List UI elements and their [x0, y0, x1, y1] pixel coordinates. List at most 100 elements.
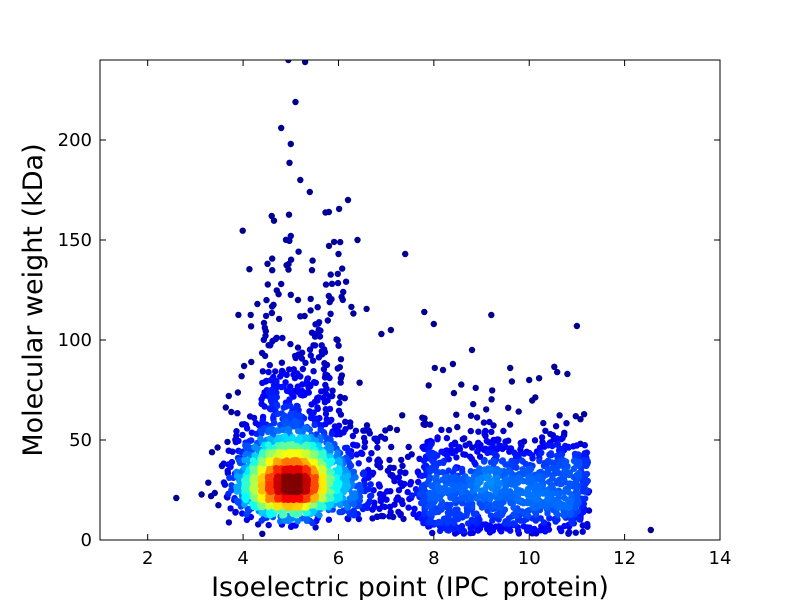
- data-point: [309, 460, 317, 467]
- data-point: [215, 502, 222, 509]
- data-point: [548, 482, 556, 490]
- data-point: [302, 359, 309, 366]
- data-point: [514, 527, 522, 534]
- data-point: [565, 444, 572, 451]
- data-point: [475, 478, 482, 486]
- data-point: [395, 495, 402, 502]
- data-point: [237, 448, 245, 456]
- data-point: [225, 392, 232, 400]
- data-point: [399, 462, 406, 469]
- data-point: [571, 450, 579, 458]
- data-point: [438, 426, 445, 433]
- y-tick-label: 200: [58, 130, 92, 151]
- data-point: [292, 354, 299, 362]
- data-point: [365, 486, 372, 493]
- data-point: [445, 426, 453, 434]
- data-point: [557, 480, 564, 488]
- data-point: [270, 414, 277, 421]
- x-tick-label: 12: [613, 548, 636, 569]
- data-point: [583, 479, 590, 486]
- data-point: [272, 368, 279, 375]
- data-point: [453, 454, 460, 461]
- data-point: [471, 459, 478, 466]
- data-point: [260, 336, 267, 343]
- data-point: [265, 457, 273, 464]
- data-point: [252, 419, 259, 427]
- data-point: [507, 364, 514, 372]
- data-point: [371, 435, 378, 442]
- data-point: [472, 384, 479, 392]
- data-point: [540, 490, 547, 497]
- data-point: [287, 291, 294, 298]
- data-point: [420, 457, 428, 465]
- data-point: [488, 466, 495, 473]
- data-point: [526, 376, 533, 384]
- data-point: [507, 488, 514, 495]
- data-point: [303, 485, 310, 492]
- data-point: [312, 450, 319, 458]
- data-point: [269, 255, 276, 262]
- data-point: [282, 236, 290, 243]
- data-point: [233, 472, 241, 480]
- data-point: [275, 315, 283, 323]
- data-point: [328, 280, 336, 287]
- data-point: [538, 449, 545, 456]
- y-tick-label: 100: [58, 330, 92, 351]
- data-point: [486, 418, 493, 426]
- data-point: [505, 515, 513, 522]
- data-point: [247, 311, 254, 319]
- data-point: [450, 486, 458, 493]
- data-point: [307, 295, 314, 303]
- data-point: [234, 410, 241, 417]
- data-point: [339, 265, 346, 272]
- data-point: [391, 501, 398, 508]
- data-point: [367, 493, 374, 500]
- data-point: [379, 503, 386, 510]
- data-point: [239, 431, 246, 439]
- data-point: [337, 356, 345, 363]
- data-point: [473, 414, 481, 421]
- data-point: [376, 458, 384, 466]
- data-point: [227, 505, 234, 512]
- data-point: [524, 526, 532, 534]
- data-point: [328, 296, 335, 303]
- data-point: [322, 410, 330, 418]
- data-point: [235, 457, 243, 464]
- data-point: [273, 378, 280, 385]
- data-point: [360, 434, 368, 442]
- data-point: [267, 394, 274, 402]
- data-point: [500, 427, 507, 435]
- data-point: [429, 465, 437, 472]
- data-point: [405, 443, 412, 451]
- data-point: [397, 511, 404, 519]
- data-point: [228, 482, 235, 489]
- data-point: [334, 426, 341, 434]
- data-point: [565, 469, 572, 477]
- data-point: [563, 420, 570, 427]
- data-point: [566, 504, 573, 511]
- data-point: [426, 421, 434, 428]
- data-point: [366, 498, 373, 505]
- data-point: [289, 436, 296, 443]
- data-point: [542, 427, 549, 434]
- data-point: [520, 469, 527, 476]
- data-point: [486, 503, 493, 510]
- data-point: [335, 205, 343, 213]
- data-point: [535, 375, 543, 382]
- data-point: [303, 378, 311, 385]
- data-point: [518, 457, 526, 464]
- data-point: [263, 296, 270, 304]
- data-point: [401, 480, 408, 488]
- data-point: [449, 360, 457, 368]
- data-point: [565, 488, 572, 496]
- data-point: [283, 262, 290, 269]
- data-point: [250, 414, 258, 422]
- data-point: [295, 248, 302, 255]
- data-point: [367, 481, 374, 488]
- data-point: [273, 394, 280, 401]
- data-point: [514, 476, 521, 484]
- data-point: [399, 412, 406, 419]
- data-point: [264, 260, 271, 267]
- data-point: [536, 444, 544, 451]
- data-point: [243, 425, 251, 432]
